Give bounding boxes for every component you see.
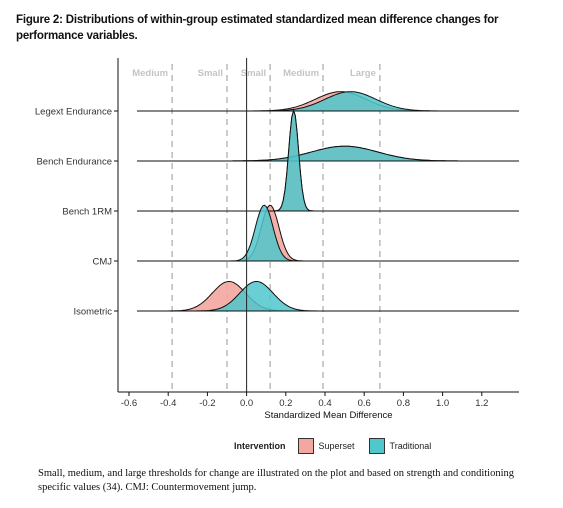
figure-title: Figure 2: Distributions of within-group … [16,14,499,42]
x-tick-label: 1.0 [436,398,449,409]
density-traditional-isometric [138,281,518,312]
x-tick-label: 0.4 [318,398,331,409]
density-superset-cmj [138,204,518,262]
x-tick-label: 0.2 [279,398,292,409]
figure-caption: Small, medium, and large thresholds for … [38,468,514,493]
ridgeline-chart: Medium Small Small Medium Large Legext Endur… [35,58,519,421]
density-superset-isometric [138,281,518,312]
axes: Legext Endurance Bench Endurance Bench 1RM… [35,58,519,421]
y-tick-label: Bench 1RM [62,207,112,218]
y-tick-label: CMJ [92,257,112,268]
density-traditional-bench-1rm [138,108,518,212]
legend-item-traditional: Traditional [368,438,432,454]
y-tick-label: Bench Endurance [36,157,112,168]
threshold-lines: Medium Small Small Medium Large [132,64,381,392]
threshold-label: Large [350,68,376,79]
x-tick-label: 1.2 [475,398,488,409]
threshold-label: Small [198,68,223,79]
x-tick-label: 0.6 [358,398,371,409]
x-tick-label: 0.8 [397,398,410,409]
x-tick-label: -0.6 [121,398,137,409]
legend-swatch-traditional [368,438,385,454]
legend-label-traditional: Traditional [389,441,432,451]
threshold-label: Medium [132,68,168,79]
density-traditional-cmj [138,204,518,262]
density-ridges [137,91,519,312]
x-axis-title: Standardized Mean Difference [264,410,392,421]
x-tick-label: -0.4 [160,398,176,409]
legend-title: Intervention [234,441,286,451]
y-tick-label: Legext Endurance [35,107,112,118]
legend: Intervention Superset Traditional [234,436,439,456]
legend-label-superset: Superset [318,441,355,451]
density-traditional-legext-endurance [138,91,472,112]
legend-item-superset: Superset [297,438,355,454]
threshold-label: Small [241,68,266,79]
x-tick-label: 0.0 [240,398,253,409]
y-tick-label: Isometric [73,307,112,318]
legend-swatch-superset [297,438,314,454]
density-traditional-bench-endurance [138,145,518,162]
threshold-label: Medium [283,68,319,79]
x-tick-label: -0.2 [199,398,215,409]
